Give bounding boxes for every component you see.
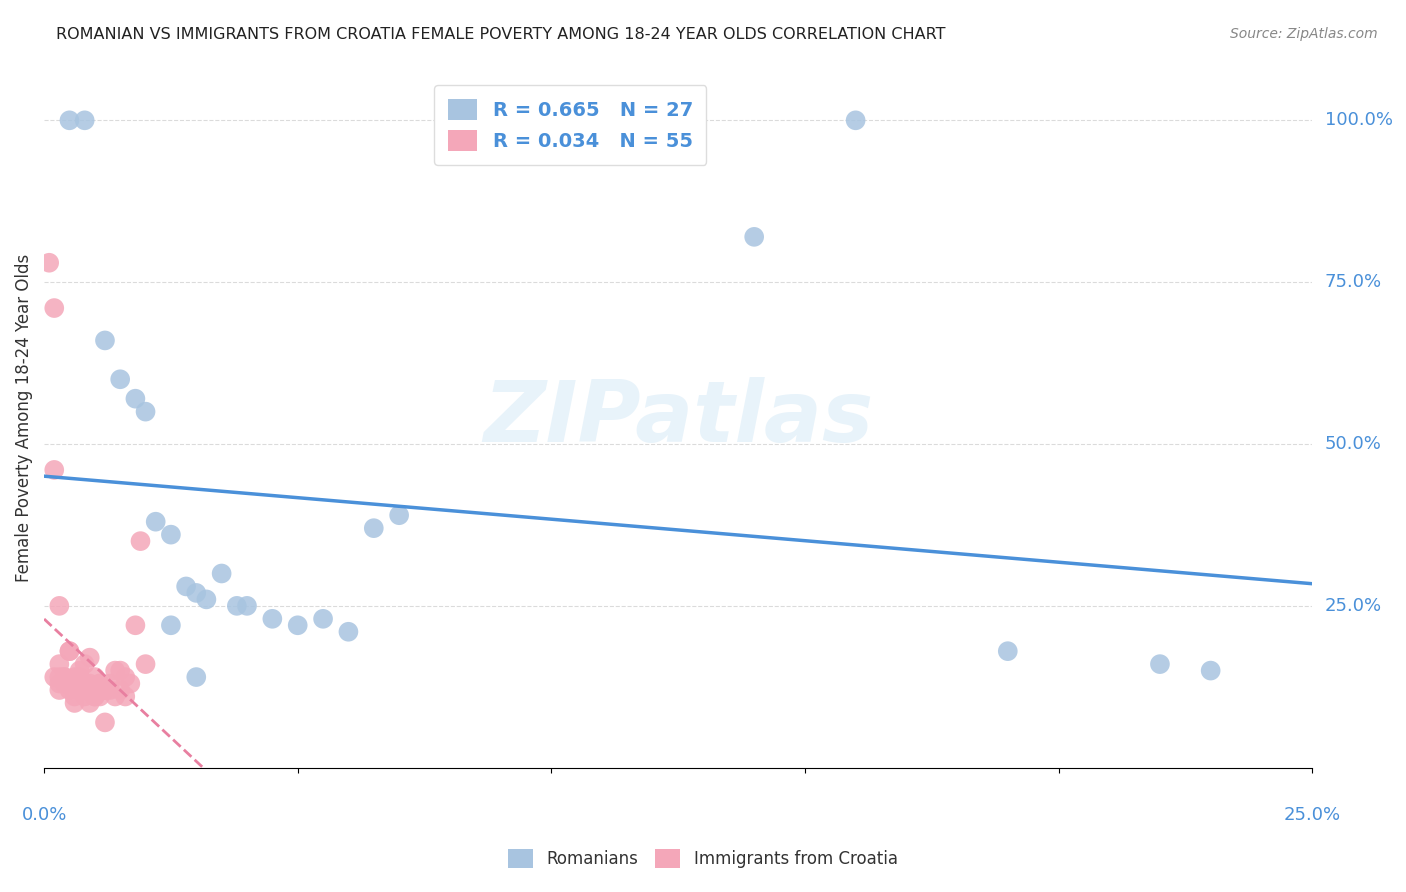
Point (79, 650, 101, 665)
Point (83, 683, 105, 698)
Point (44, 301, 66, 315)
Point (89, 690, 111, 704)
Point (1199, 664, 1222, 678)
Point (73, 683, 96, 698)
Point (186, 670, 208, 684)
Point (73, 690, 96, 704)
Point (89, 676, 111, 690)
Point (58, 683, 80, 698)
Point (135, 404, 157, 418)
Point (104, 664, 127, 678)
Point (262, 612, 284, 626)
Point (89, 676, 111, 690)
Y-axis label: Female Poverty Among 18-24 Year Olds: Female Poverty Among 18-24 Year Olds (15, 254, 32, 582)
Point (287, 618, 309, 632)
Point (69, 664, 91, 678)
Point (195, 592, 218, 607)
Text: ROMANIAN VS IMMIGRANTS FROM CROATIA FEMALE POVERTY AMONG 18-24 YEAR OLDS CORRELA: ROMANIAN VS IMMIGRANTS FROM CROATIA FEMA… (56, 27, 946, 42)
Point (69, 683, 91, 698)
Point (79, 683, 101, 698)
Point (79, 696, 101, 710)
Point (73, 657, 96, 672)
Text: 25.0%: 25.0% (1324, 597, 1382, 615)
Point (104, 690, 127, 704)
Point (174, 579, 197, 593)
Point (312, 612, 335, 626)
Text: 100.0%: 100.0% (1324, 112, 1393, 129)
Point (83, 690, 105, 704)
Point (124, 618, 146, 632)
Legend: Romanians, Immigrants from Croatia: Romanians, Immigrants from Croatia (502, 843, 904, 875)
Point (135, 657, 157, 672)
Point (48, 670, 70, 684)
Point (94, 715, 117, 730)
Point (742, 230, 765, 244)
Point (388, 508, 411, 523)
Text: 75.0%: 75.0% (1324, 273, 1382, 291)
Point (69, 683, 91, 698)
Point (160, 527, 183, 541)
Text: 0.0%: 0.0% (21, 806, 67, 824)
Point (186, 586, 208, 600)
Point (1149, 657, 1171, 672)
Point (363, 521, 385, 535)
Text: ZIPatlas: ZIPatlas (484, 376, 873, 459)
Text: 50.0%: 50.0% (1324, 435, 1382, 453)
Point (145, 515, 167, 529)
Point (48, 657, 70, 672)
Point (124, 392, 146, 406)
Point (69, 670, 91, 684)
Point (98, 676, 121, 690)
Point (114, 670, 136, 684)
Point (58, 113, 80, 128)
Point (58, 644, 80, 658)
Point (108, 683, 131, 698)
Point (53, 676, 76, 690)
Point (53, 670, 76, 684)
Point (83, 690, 105, 704)
Point (114, 690, 136, 704)
Point (98, 683, 121, 698)
Point (79, 676, 101, 690)
Point (63, 690, 86, 704)
Point (83, 670, 105, 684)
Point (53, 670, 76, 684)
Point (129, 534, 152, 549)
Point (48, 599, 70, 613)
Point (58, 644, 80, 658)
Point (53, 676, 76, 690)
Point (108, 664, 131, 678)
Point (63, 676, 86, 690)
Point (211, 566, 233, 581)
Point (160, 618, 183, 632)
Point (48, 676, 70, 690)
Point (845, 113, 868, 128)
Point (94, 683, 117, 698)
Point (120, 676, 142, 690)
Point (997, 644, 1019, 658)
Point (225, 599, 247, 613)
Point (73, 676, 96, 690)
Point (44, 670, 66, 684)
Text: 25.0%: 25.0% (1284, 806, 1341, 824)
Point (63, 670, 86, 684)
Point (48, 683, 70, 698)
Point (94, 334, 117, 348)
Legend: R = 0.665   N = 27, R = 0.034   N = 55: R = 0.665 N = 27, R = 0.034 N = 55 (434, 86, 706, 164)
Point (73, 113, 96, 128)
Point (236, 599, 259, 613)
Point (337, 624, 360, 639)
Text: Source: ZipAtlas.com: Source: ZipAtlas.com (1230, 27, 1378, 41)
Point (38, 256, 60, 270)
Point (63, 696, 86, 710)
Point (94, 683, 117, 698)
Point (108, 372, 131, 386)
Point (58, 676, 80, 690)
Point (44, 463, 66, 477)
